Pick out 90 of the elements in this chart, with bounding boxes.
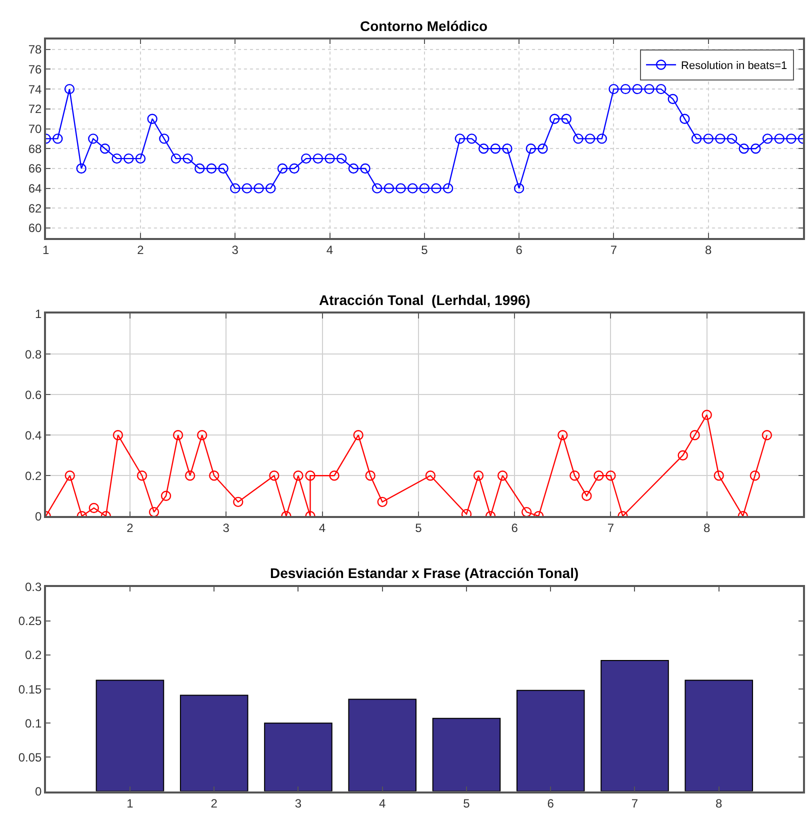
point	[293, 470, 304, 481]
y-tick-label: 0.15	[18, 682, 42, 696]
point	[88, 502, 100, 514]
x-tick-label: 4	[379, 796, 386, 810]
y-tick-label: 0.25	[18, 614, 42, 628]
x-tick-label: 2	[126, 521, 134, 536]
x-tick-label: 5	[463, 796, 470, 810]
legend-label: Resolution in beats=1	[681, 60, 788, 72]
x-tick-label: 7	[610, 243, 618, 258]
y-tick-label: 0.05	[18, 750, 42, 764]
x-tick-label: 7	[607, 521, 614, 536]
y-tick-label: 62	[28, 201, 42, 216]
point	[64, 470, 75, 481]
x-tick-label: 3	[294, 796, 302, 810]
point	[305, 470, 316, 481]
point	[762, 430, 772, 440]
x-tick-label: 6	[547, 796, 554, 810]
y-tick-label: 60	[28, 221, 42, 236]
point	[148, 506, 160, 516]
y-tick-label: 0.3	[25, 580, 42, 594]
bar	[264, 722, 332, 792]
point	[209, 470, 220, 481]
bar	[432, 718, 501, 792]
y-tick-label: 0.8	[25, 347, 42, 362]
point	[112, 430, 124, 440]
point	[678, 450, 688, 460]
y-tick-label: 64	[28, 182, 42, 196]
point	[233, 496, 244, 508]
y-tick-label: 0	[35, 784, 42, 798]
bar	[516, 690, 585, 792]
x-tick-label: 1	[126, 796, 134, 810]
point	[702, 410, 712, 420]
point	[172, 430, 184, 440]
y-tick-label: 1	[35, 306, 42, 321]
x-tick-label: 8	[705, 243, 712, 258]
x-tick-label: 3	[232, 243, 239, 258]
y-tick-label: 72	[28, 102, 42, 116]
x-tick-label: 6	[511, 521, 518, 536]
point	[196, 430, 208, 440]
y-tick-label: 0.6	[25, 388, 42, 402]
x-tick-label: 5	[415, 521, 422, 536]
y-tick-label: 0.1	[25, 716, 42, 730]
point	[269, 470, 280, 481]
x-tick-label: 4	[326, 243, 334, 258]
point	[365, 470, 376, 481]
bar	[684, 680, 754, 792]
y-tick-label: 0.2	[25, 468, 42, 483]
point	[497, 470, 508, 481]
y-tick-label: 76	[28, 62, 42, 76]
y-tick-label: 0.4	[25, 428, 42, 442]
chart-title: Atracción Tonal (Lerhdal, 1996)	[319, 292, 530, 308]
point	[329, 470, 340, 481]
x-tick-label: 7	[631, 796, 638, 810]
y-tick-label: 66	[28, 162, 42, 176]
x-tick-label: 8	[716, 796, 723, 810]
point	[377, 496, 388, 508]
bar	[180, 694, 248, 792]
y-tick-label: 0	[35, 509, 42, 524]
y-tick-label: 0.2	[25, 648, 42, 662]
bar	[348, 698, 417, 792]
y-tick-label: 68	[28, 142, 42, 156]
x-tick-label: 2	[137, 243, 144, 258]
x-tick-label: 4	[318, 521, 326, 536]
point	[582, 490, 592, 501]
y-tick-label: 74	[28, 82, 42, 96]
point	[714, 470, 724, 481]
point	[353, 430, 364, 440]
x-tick-label: 2	[210, 796, 218, 810]
point	[425, 470, 436, 481]
y-tick-label: 78	[28, 42, 42, 57]
chart-title: Desviación Estandar x Frase (Atracción Tonal)	[270, 565, 579, 581]
x-tick-label: 8	[704, 521, 711, 536]
bar	[96, 680, 164, 792]
point	[558, 430, 568, 440]
y-tick-label: 70	[28, 122, 42, 136]
point	[690, 430, 700, 440]
bar	[600, 660, 669, 792]
x-tick-label: 3	[222, 521, 230, 536]
point	[594, 470, 604, 481]
point	[750, 470, 760, 481]
point	[160, 490, 172, 501]
point	[521, 506, 532, 516]
x-tick-label: 5	[421, 243, 428, 258]
point	[473, 470, 484, 481]
x-tick-label: 6	[516, 243, 523, 258]
point	[570, 470, 580, 481]
point	[184, 470, 196, 481]
point	[136, 470, 148, 481]
point	[606, 470, 616, 481]
chart-title: Contorno Melódico	[360, 18, 488, 34]
